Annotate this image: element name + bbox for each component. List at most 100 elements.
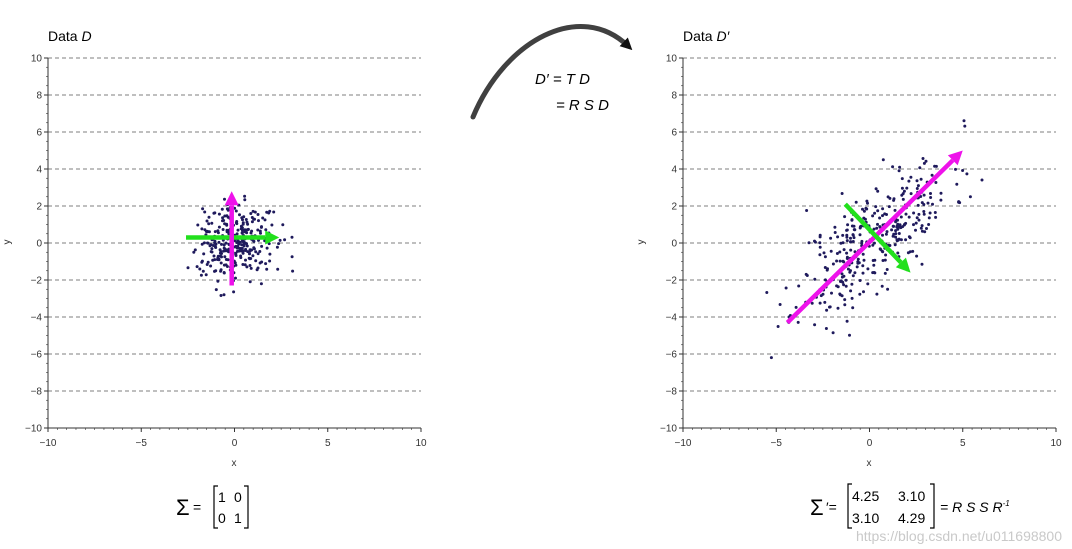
data-point — [881, 214, 884, 218]
data-point — [843, 298, 847, 302]
plot-left-xlabel: x — [232, 458, 237, 469]
matrix-right-r0c0: 4.25 — [852, 488, 879, 504]
data-point — [226, 258, 230, 262]
y-tick-label: −4 — [31, 313, 43, 324]
data-point — [201, 207, 205, 211]
data-point — [836, 235, 840, 239]
data-point — [220, 255, 223, 259]
matrix-right-r1c0: 3.10 — [852, 510, 879, 526]
bracket-right-open — [847, 483, 852, 529]
data-point — [846, 267, 850, 271]
plot-left-title: Data D — [48, 28, 92, 44]
data-point — [840, 294, 844, 298]
data-point — [239, 224, 243, 228]
plot-left-points — [186, 194, 295, 297]
data-point — [796, 320, 800, 324]
data-point — [214, 269, 218, 273]
data-point — [281, 223, 285, 227]
data-point — [823, 255, 827, 259]
data-point — [831, 331, 835, 335]
x-tick-label: −10 — [40, 438, 57, 449]
data-point — [252, 247, 256, 251]
data-point — [838, 259, 842, 263]
data-point — [872, 227, 876, 231]
data-point — [818, 245, 822, 249]
data-point — [828, 305, 831, 309]
plot-right-xlabel: x — [867, 458, 872, 469]
data-point — [246, 227, 250, 231]
data-point — [839, 280, 842, 283]
data-point — [222, 249, 226, 253]
data-point — [264, 228, 268, 232]
data-point — [239, 254, 243, 258]
data-point — [248, 257, 252, 261]
data-point — [268, 259, 272, 263]
data-point — [920, 262, 924, 266]
y-tick-label: −2 — [31, 276, 43, 287]
data-point — [224, 241, 228, 245]
data-point — [881, 259, 885, 262]
data-point — [245, 244, 249, 248]
data-point — [968, 195, 972, 199]
data-point — [891, 224, 895, 228]
data-point — [822, 251, 826, 255]
data-point — [893, 208, 897, 212]
data-point — [205, 230, 209, 234]
data-point — [209, 250, 213, 254]
data-point — [848, 270, 852, 274]
data-point — [894, 235, 898, 239]
data-point — [919, 177, 923, 181]
data-point — [248, 264, 252, 267]
data-point — [918, 166, 922, 170]
plot-left-vectors — [186, 191, 280, 286]
data-point — [904, 238, 908, 242]
data-point — [896, 251, 900, 255]
data-point — [871, 271, 875, 275]
data-point — [840, 275, 844, 279]
data-point — [862, 258, 866, 262]
data-point — [922, 161, 926, 165]
data-point — [807, 241, 811, 245]
data-point — [835, 284, 839, 288]
data-point — [237, 242, 241, 246]
data-point — [268, 209, 272, 213]
data-point — [275, 245, 279, 249]
data-point — [884, 232, 888, 236]
data-point — [871, 259, 875, 262]
data-point — [196, 223, 200, 227]
data-point — [235, 245, 239, 249]
covariance-rhs: = R S S R-1 — [940, 499, 1010, 515]
data-point — [897, 232, 901, 235]
data-point — [920, 229, 924, 233]
data-point — [216, 229, 220, 233]
data-point — [225, 214, 229, 218]
data-point — [840, 192, 844, 195]
data-point — [813, 323, 817, 327]
data-point — [883, 258, 887, 262]
data-point — [243, 263, 247, 267]
data-point — [894, 220, 898, 224]
data-point — [819, 294, 823, 298]
data-point — [872, 241, 876, 245]
vector-shaft — [843, 202, 903, 265]
data-point — [207, 215, 211, 219]
x-tick-label: 10 — [415, 438, 427, 449]
data-point — [900, 177, 904, 181]
data-point — [891, 165, 895, 169]
data-point — [193, 248, 197, 252]
data-point — [241, 222, 245, 226]
y-tick-label: 6 — [36, 128, 42, 139]
data-point — [195, 265, 199, 269]
data-point — [851, 306, 855, 310]
data-point — [276, 267, 280, 271]
plot-right-ylabel: y — [636, 240, 647, 245]
data-point — [922, 210, 926, 213]
data-point — [249, 231, 253, 235]
data-point — [219, 261, 223, 265]
data-point — [922, 212, 926, 216]
data-point — [842, 248, 846, 252]
data-point — [843, 215, 847, 219]
y-tick-label: 10 — [31, 54, 43, 65]
x-tick-label: 5 — [325, 438, 331, 449]
data-point — [259, 231, 262, 235]
